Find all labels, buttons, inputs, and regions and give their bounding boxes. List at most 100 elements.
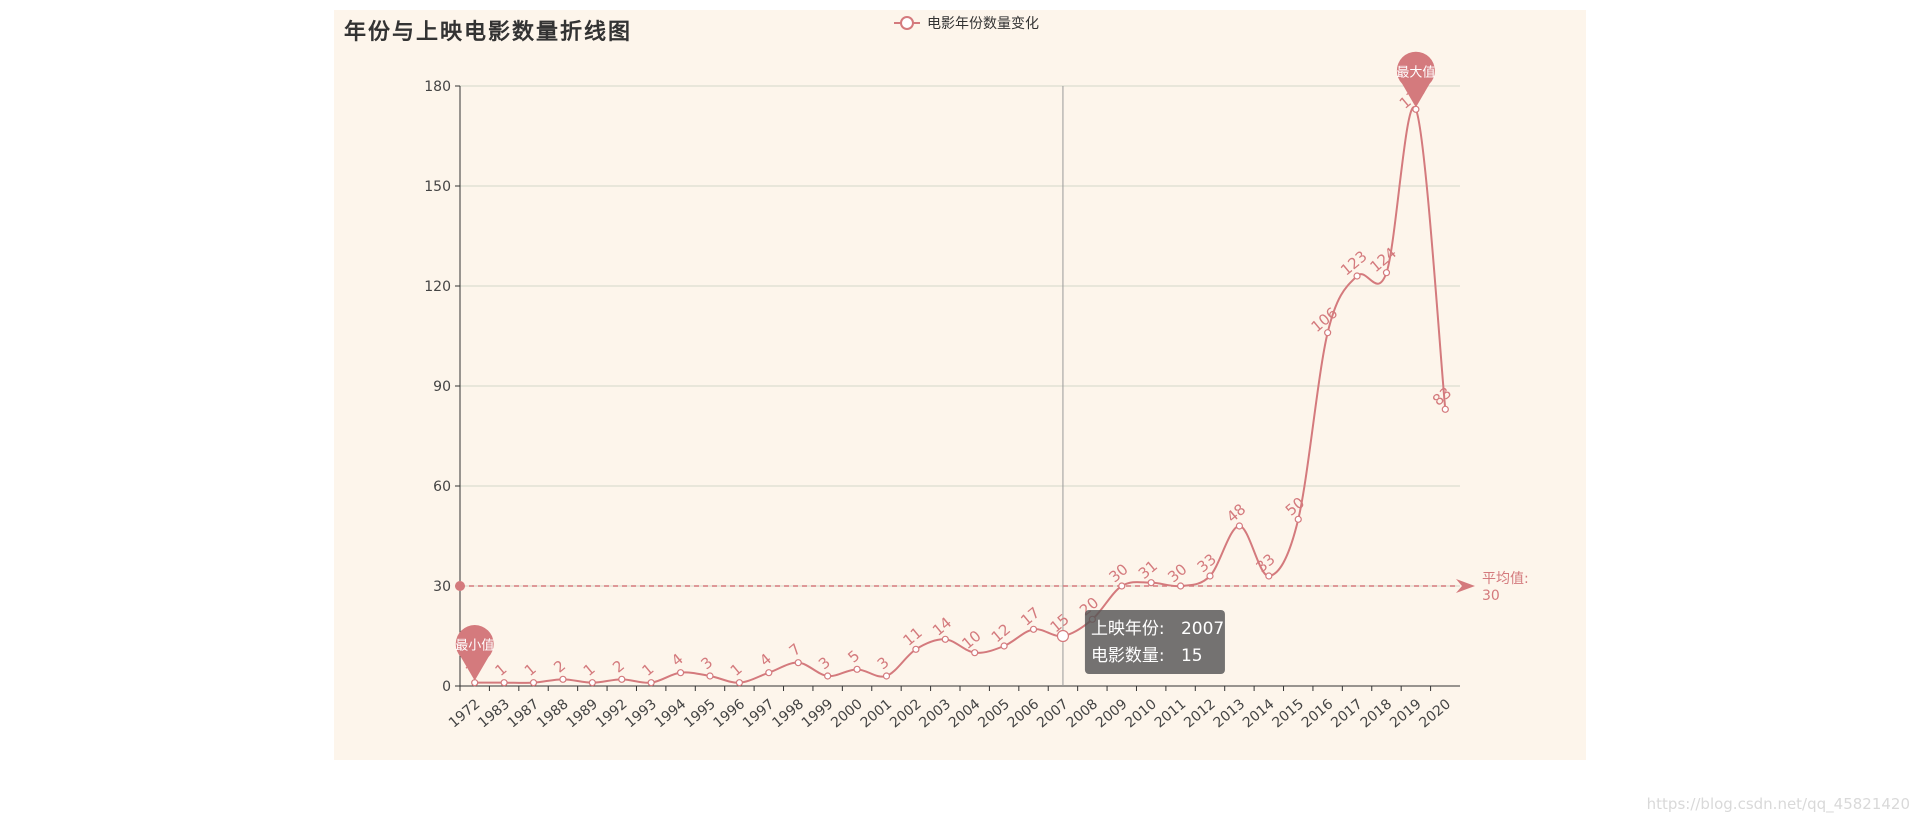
data-point	[647, 679, 655, 687]
data-point	[676, 669, 685, 677]
tooltip-count-label: 电影数量:	[1091, 646, 1165, 666]
data-label: 1	[639, 660, 658, 680]
data-label: 50	[1282, 493, 1308, 519]
x-tick-label: 1972	[446, 696, 484, 731]
x-tick-label: 1992	[593, 696, 631, 731]
x-tick-label: 2013	[1211, 696, 1249, 731]
x-tick-label: 2002	[887, 696, 925, 731]
x-tick-label: 1987	[505, 696, 543, 731]
data-point	[500, 679, 508, 687]
tooltip-box	[1084, 610, 1225, 674]
x-tick-label: 1995	[681, 696, 719, 731]
data-point	[1441, 405, 1449, 413]
x-tick-label: 1993	[622, 696, 660, 731]
data-label: 17	[1017, 603, 1043, 629]
data-point	[618, 675, 626, 683]
y-tick-label: 0	[442, 679, 451, 695]
data-point	[794, 659, 802, 667]
data-label: 33	[1194, 550, 1220, 576]
x-tick-label: 2009	[1093, 696, 1131, 731]
data-label: 5	[844, 647, 863, 667]
min-marker-pin	[455, 625, 494, 681]
y-tick-label: 60	[433, 479, 451, 495]
x-tick-label: 1983	[475, 696, 513, 731]
data-label: 14	[929, 613, 955, 639]
data-label: 30	[1164, 560, 1190, 586]
chart-panel: 0 30 60 90 120 150 180 1972 1983 1987 1988 1989 1992…	[334, 10, 1586, 760]
data-label: 1	[491, 660, 510, 680]
data-label: 1	[521, 660, 540, 680]
data-point	[824, 672, 832, 680]
data-label: 3	[874, 653, 893, 673]
data-point	[735, 679, 744, 687]
x-tick-label: 2018	[1358, 696, 1396, 731]
x-tick-label: 2005	[975, 696, 1013, 731]
data-label: 1	[727, 660, 746, 680]
x-tick-label: 1996	[711, 696, 749, 731]
average-line-arrow	[1456, 579, 1475, 593]
x-tick-label: 1989	[564, 696, 602, 731]
y-tick-label: 120	[424, 279, 451, 295]
data-label: 123	[1337, 247, 1371, 279]
data-point	[1000, 642, 1008, 650]
data-point	[1147, 579, 1155, 587]
x-tick-label: 2010	[1122, 696, 1160, 731]
average-line-label: 平均值:	[1482, 571, 1529, 587]
tooltip-year-label: 上映年份:	[1091, 619, 1165, 639]
data-point	[1056, 629, 1070, 643]
data-point	[853, 665, 861, 673]
series-line	[474, 106, 1447, 684]
tooltip-year-value: 2007	[1181, 619, 1224, 639]
data-point	[971, 649, 979, 657]
x-tick-label: 2019	[1387, 696, 1425, 731]
x-tick-label: 1994	[652, 696, 690, 731]
data-point	[765, 669, 773, 677]
max-marker-pin	[1396, 51, 1435, 108]
x-tick-label: 2000	[828, 696, 866, 731]
data-point	[559, 675, 567, 683]
x-tick-label: 2015	[1269, 696, 1307, 731]
legend-symbol	[900, 16, 914, 30]
data-point	[882, 672, 891, 680]
data-point	[1265, 572, 1273, 580]
x-tick-label: 2003	[916, 696, 954, 731]
data-label: 7	[786, 640, 805, 660]
data-point	[1029, 625, 1038, 633]
data-point	[1206, 572, 1214, 580]
data-point	[588, 679, 596, 687]
data-label: 106	[1308, 304, 1342, 336]
x-tick-label: 2014	[1240, 696, 1278, 731]
x-tick-label: 2016	[1299, 696, 1337, 731]
legend-label: 电影年份数量变化	[927, 16, 1039, 32]
data-point	[1176, 582, 1185, 590]
x-tick-label: 2020	[1416, 696, 1454, 731]
x-tick-label: 1997	[740, 696, 778, 731]
average-line-value: 30	[1482, 588, 1500, 604]
x-tick-label: 2001	[858, 696, 896, 731]
data-point	[706, 672, 714, 680]
max-marker-label: 最大值	[1396, 64, 1435, 80]
data-label: 3	[815, 653, 834, 673]
data-label: 15	[1047, 610, 1073, 636]
data-point	[1324, 329, 1332, 337]
data-label: 83	[1429, 383, 1455, 409]
data-point	[1118, 582, 1126, 590]
data-point	[1353, 272, 1361, 280]
x-tick-label: 2007	[1034, 696, 1072, 731]
data-point	[1235, 522, 1244, 530]
data-label: 4	[668, 650, 687, 670]
y-tick-label: 30	[433, 579, 451, 595]
x-tick-label: 2008	[1064, 696, 1102, 731]
average-line-start	[455, 581, 465, 591]
line-chart: 0306090120150180197219831987198819891992…	[424, 16, 1529, 731]
data-point	[529, 679, 538, 687]
x-tick-label: 1998	[769, 696, 807, 731]
min-marker-label: 最小值	[455, 638, 494, 654]
x-tick-label: 2011	[1152, 696, 1190, 731]
x-tick-label: 2012	[1181, 696, 1219, 731]
y-tick-label: 180	[424, 79, 451, 95]
tooltip-count-value: 15	[1181, 646, 1203, 666]
data-point	[941, 635, 949, 643]
data-label: 2	[550, 657, 569, 677]
data-label: 3	[697, 653, 716, 673]
